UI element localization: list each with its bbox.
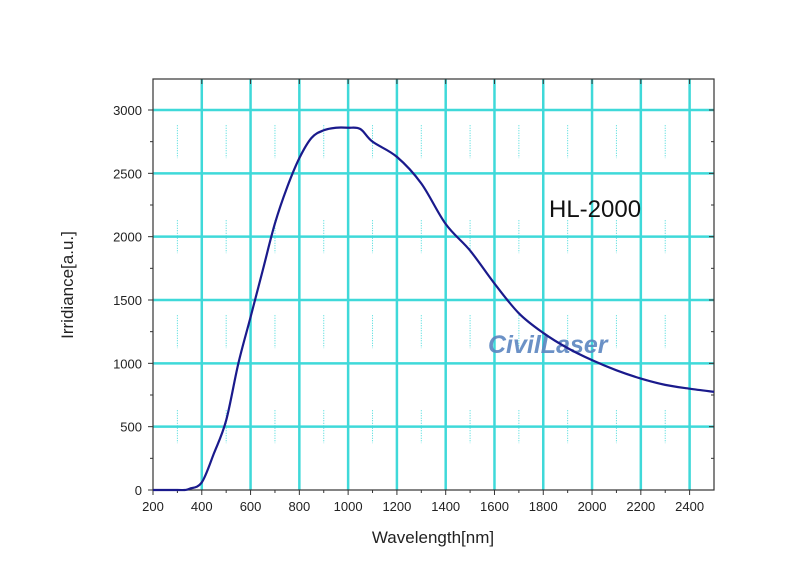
x-tick-label: 200	[142, 499, 164, 514]
y-tick-label: 500	[120, 420, 142, 435]
x-tick-label: 1200	[382, 499, 411, 514]
axis-ticks: 200 400 600 800 1000 1200 1400 1600 1800 2000 2200…	[113, 79, 714, 514]
x-tick-label: 1600	[480, 499, 509, 514]
y-tick-label: 2000	[113, 230, 142, 245]
y-tick-label: 2500	[113, 166, 142, 181]
x-axis-title: Wavelength[nm]	[372, 528, 494, 547]
x-tick-label: 1000	[334, 499, 363, 514]
x-tick-label: 400	[191, 499, 213, 514]
x-tick-label: 2200	[626, 499, 655, 514]
x-tick-label: 800	[288, 499, 310, 514]
minor-grid-dots	[176, 125, 666, 444]
annotation-label: HL-2000	[549, 196, 641, 223]
y-tick-label: 3000	[113, 103, 142, 118]
y-tick-label: 0	[135, 483, 142, 498]
x-tick-label: 1800	[529, 499, 558, 514]
x-tick-label: 600	[240, 499, 262, 514]
y-axis-title: Irridiance[a.u.]	[58, 231, 77, 339]
series-line	[153, 126, 715, 492]
grid	[153, 79, 714, 490]
x-tick-label: 2400	[675, 499, 704, 514]
plot-frame	[152, 78, 715, 491]
y-tick-label: 1000	[113, 356, 142, 371]
x-tick-label: 2000	[578, 499, 607, 514]
x-tick-label: 1400	[431, 499, 460, 514]
y-tick-label: 1500	[113, 293, 142, 308]
